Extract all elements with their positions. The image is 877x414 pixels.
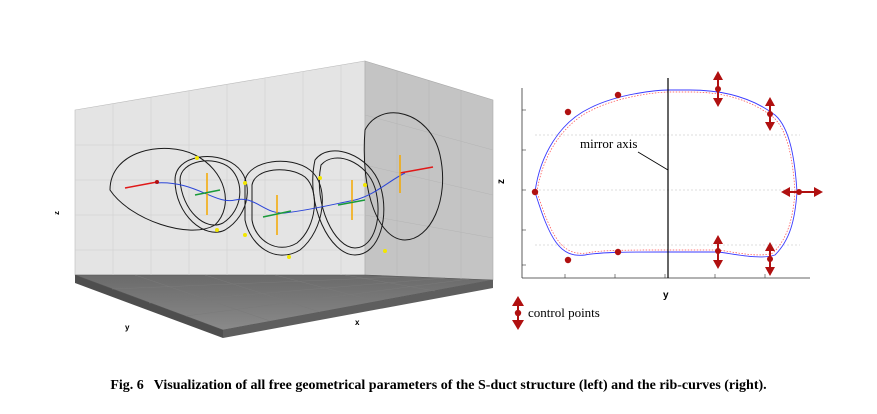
outer-contour <box>534 89 798 258</box>
control-point <box>614 91 622 99</box>
floor-front-face <box>75 275 223 338</box>
vertical-arrow <box>765 97 775 131</box>
back-wall <box>74 60 366 276</box>
rib-contour-4b <box>318 157 379 249</box>
orange-vectors <box>206 155 401 235</box>
figure-caption-text: Visualization of all free geometrical pa… <box>153 378 767 393</box>
right-z-axis-label: z <box>496 179 507 184</box>
rib-contour-3 <box>244 160 323 256</box>
green-vectors <box>194 189 366 218</box>
control-point <box>564 256 572 264</box>
rib-contour-1 <box>109 148 226 231</box>
outlet-vector <box>399 166 434 174</box>
mirror-axis-label: mirror axis <box>580 136 637 151</box>
right-axis-ticks <box>522 109 766 278</box>
mirror-axis-pointer <box>637 151 669 171</box>
y-axis-label: y <box>125 323 130 332</box>
horizontal-arrow <box>781 187 823 197</box>
rib-contour-5 <box>363 112 444 241</box>
control-point <box>614 248 622 256</box>
figure-number: Fig. 6 <box>110 378 144 393</box>
rib-contour-4 <box>312 150 385 256</box>
movable-control-points <box>713 71 823 276</box>
inlet-vector <box>124 181 158 189</box>
figure-caption: Fig. 6 Visualization of all free geometri… <box>0 378 877 394</box>
x-axis-label: x <box>355 318 360 327</box>
control-points <box>531 91 622 264</box>
floor-grid <box>111 274 470 322</box>
legend-icon <box>512 296 524 330</box>
vertical-arrow <box>765 242 775 276</box>
control-point <box>564 108 572 116</box>
legend-label: control points <box>528 305 600 320</box>
inner-contour <box>536 91 796 256</box>
rib-contour-3b <box>251 169 315 248</box>
vertical-arrow <box>713 71 723 107</box>
vertical-arrow <box>713 235 723 269</box>
control-point <box>531 188 539 196</box>
s-duct-3d-figure: z y x <box>55 60 494 338</box>
inlet-point <box>155 180 159 184</box>
z-axis-label: z <box>55 211 61 215</box>
yellow-markers <box>195 156 387 259</box>
floor-side-face <box>223 280 493 338</box>
right-y-axis-label: y <box>663 290 669 301</box>
rib-contours <box>109 112 444 256</box>
rib-curves-figure: mirror axis <box>496 71 823 301</box>
back-wall-grid <box>75 65 365 275</box>
